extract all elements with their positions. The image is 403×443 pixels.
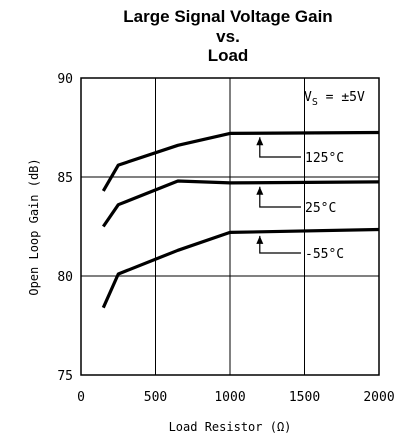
series-label: 25°C: [305, 201, 336, 216]
y-tick-label: 85: [57, 171, 73, 186]
series-leader-arrow: [256, 235, 264, 244]
series-curves: [101, 130, 380, 309]
y-tick-label: 90: [57, 72, 73, 87]
x-tick-label: 2000: [363, 390, 394, 405]
series-leader-line: [259, 137, 301, 158]
chart-title-line-1: Large Signal Voltage Gain: [123, 7, 332, 26]
supply-voltage-annotation: VS = ±5V: [304, 90, 365, 108]
series-leader-arrow: [256, 186, 264, 195]
grid-lines: [81, 78, 379, 375]
y-axis-label: Open Loop Gain (dB): [27, 158, 41, 295]
series-label: 125°C: [305, 151, 344, 166]
series-line: [101, 179, 380, 228]
x-axis-label: Load Resistor (Ω): [169, 420, 292, 434]
series-leader-line: [259, 235, 301, 254]
x-tick-label: 0: [77, 390, 85, 405]
x-tick-label: 1000: [214, 390, 245, 405]
series-labels: 125°C 25°C -55°C: [256, 137, 344, 262]
series-leader-line: [259, 186, 301, 208]
plot-frame: [80, 77, 380, 376]
series-label: -55°C: [305, 247, 344, 262]
series-leader-arrow: [256, 137, 264, 146]
y-tick-labels: 75 80 85 90: [57, 72, 73, 384]
x-tick-label: 500: [144, 390, 167, 405]
x-tick-labels: 0 500 1000 1500 2000: [77, 390, 395, 405]
chart-title-line-2: vs.: [216, 27, 240, 46]
series-line: [101, 227, 380, 309]
series-line: [101, 130, 380, 192]
chart-title-line-3: Load: [208, 46, 249, 65]
x-tick-label: 1500: [289, 390, 320, 405]
y-tick-label: 75: [57, 369, 73, 384]
y-tick-label: 80: [57, 270, 73, 285]
